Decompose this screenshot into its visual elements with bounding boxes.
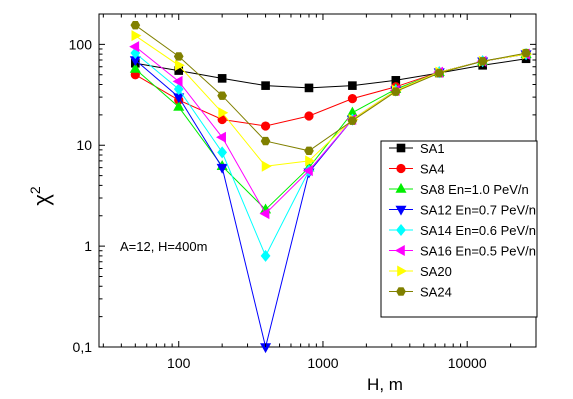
legend-marker — [397, 265, 408, 277]
legend-marker — [395, 205, 407, 216]
data-point — [521, 48, 531, 58]
data-point — [477, 57, 488, 66]
legend-marker — [396, 287, 406, 296]
legend-marker — [396, 163, 406, 174]
x-tick-label: 1000 — [307, 355, 338, 371]
data-point — [217, 91, 227, 100]
data-point — [131, 30, 142, 42]
data-point — [173, 83, 184, 96]
data-point — [260, 121, 271, 131]
legend-item: SA24 — [389, 285, 452, 300]
legend-label: SA1 — [420, 141, 445, 156]
data-point — [304, 83, 314, 93]
legend-marker — [396, 143, 406, 153]
legend-item: SA20 — [389, 264, 452, 279]
legend-label: SA20 — [420, 264, 452, 279]
data-point — [218, 107, 229, 119]
x-tick-label: 100 — [167, 355, 191, 371]
data-point — [261, 160, 272, 172]
legend-label: SA14 En=0.6 PeV/n — [420, 223, 536, 238]
y-tick-label: 0,1 — [73, 339, 93, 355]
data-point — [434, 68, 445, 78]
legend-marker — [395, 182, 407, 193]
data-point — [302, 165, 313, 177]
data-point — [260, 136, 271, 146]
annotation-text: A=12, H=400m — [120, 239, 207, 254]
data-point — [217, 146, 228, 159]
data-point — [173, 100, 185, 111]
legend-item: SA4 — [389, 162, 445, 177]
y-axis-title: χ2 — [27, 186, 54, 206]
legend-label: SA16 En=0.5 PeV/n — [420, 244, 536, 259]
data-point — [304, 146, 314, 156]
data-point — [172, 75, 183, 87]
legend-label: SA8 En=1.0 PeV/n — [420, 182, 529, 197]
legend: SA1 SA4 SA8 En=1.0 PeV/n SA12 En=0.7 PeV/n S… — [380, 140, 538, 318]
series-line — [135, 58, 527, 89]
legend-marker — [394, 244, 405, 257]
data-point — [129, 62, 141, 73]
y-axis-symbol: χ — [29, 194, 54, 206]
data-point — [173, 52, 184, 61]
legend-item: SA8 En=1.0 PeV/n — [389, 182, 529, 197]
data-point — [129, 41, 140, 53]
legend-item: SA16 En=0.5 PeV/n — [389, 244, 536, 259]
series-line — [135, 24, 527, 152]
data-point — [174, 59, 185, 71]
y-tick-label: 1 — [84, 238, 92, 254]
x-tick-label: 10000 — [448, 355, 487, 371]
data-point — [347, 116, 358, 125]
data-point — [261, 81, 270, 90]
legend-item: SA1 — [389, 141, 445, 156]
data-point — [216, 163, 228, 174]
data-point — [390, 87, 401, 96]
legend-box — [380, 140, 538, 318]
series-sa24 — [130, 20, 531, 156]
data-point — [347, 93, 357, 104]
data-point — [217, 74, 227, 83]
y-axis-superscript: 2 — [27, 186, 43, 194]
legend-marker — [396, 224, 406, 236]
data-point — [305, 155, 316, 167]
legend-label: SA4 — [420, 162, 445, 177]
y-tick-label: 100 — [69, 36, 93, 52]
y-tick-label: 10 — [76, 137, 92, 153]
x-axis-title: H, m — [367, 375, 403, 394]
data-point — [348, 81, 357, 90]
legend-label: SA12 En=0.7 PeV/n — [420, 203, 536, 218]
data-point — [130, 20, 141, 30]
series-layer — [129, 20, 533, 354]
data-point — [216, 131, 226, 143]
legend-item: SA14 En=0.6 PeV/n — [389, 223, 536, 238]
data-point — [304, 111, 314, 121]
data-point — [260, 249, 271, 262]
legend-item: SA12 En=0.7 PeV/n — [389, 203, 536, 218]
legend-label: SA24 — [420, 285, 452, 300]
data-point — [259, 208, 270, 220]
